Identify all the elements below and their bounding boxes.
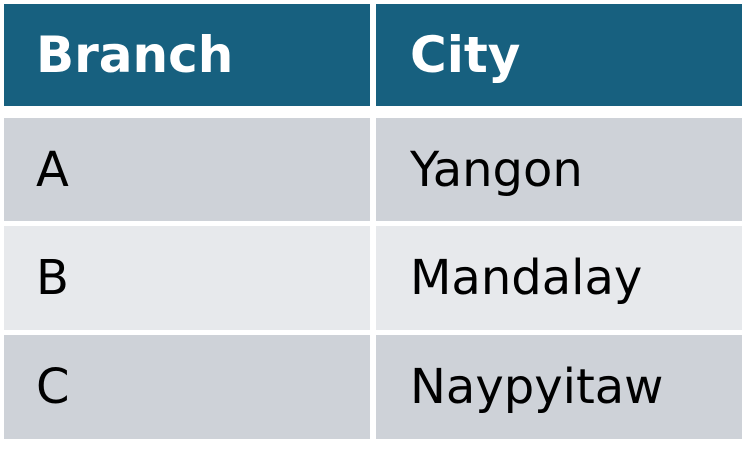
- city-cell: Yangon: [376, 118, 742, 221]
- city-cell: Naypyitaw: [376, 335, 742, 439]
- column-header-city: City: [376, 4, 742, 106]
- branch-cell: C: [4, 335, 370, 439]
- table-row: C Naypyitaw: [4, 335, 742, 439]
- table-header-row: Branch City: [4, 4, 742, 106]
- table-row: A Yangon: [4, 118, 742, 221]
- branch-cell: A: [4, 118, 370, 221]
- column-header-branch: Branch: [4, 4, 370, 106]
- branch-cell: B: [4, 226, 370, 330]
- city-cell: Mandalay: [376, 226, 742, 330]
- table-row: B Mandalay: [4, 226, 742, 330]
